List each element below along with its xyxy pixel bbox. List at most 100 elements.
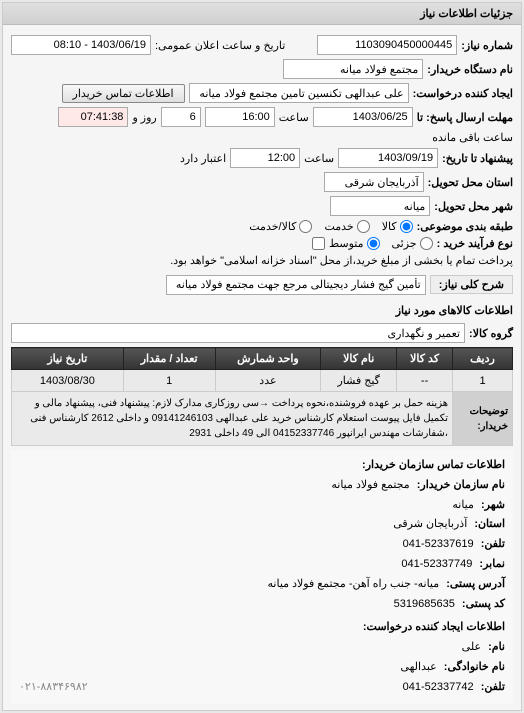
deadline-hour-label: ساعت (279, 111, 309, 124)
lname-value: عبدالهی (400, 661, 436, 673)
th-qty: تعداد / مقدار (123, 348, 215, 370)
td-code: -- (397, 370, 453, 392)
tel-value: 52337619-041 (403, 538, 474, 550)
need-details-panel: جزئیات اطلاعات نیاز شماره نیاز: تاریخ و … (2, 2, 522, 711)
requester-label: ایجاد کننده درخواست: (413, 87, 513, 100)
radio-service-label: خدمت (324, 220, 353, 233)
td-qty: 1 (123, 370, 215, 392)
radio-medium[interactable] (367, 237, 380, 250)
radio-goods-service[interactable] (299, 220, 312, 233)
zip-value: 5319685635 (394, 598, 455, 610)
radio-medium-item[interactable]: متوسط (329, 237, 380, 250)
buyer-contact-button[interactable]: اطلاعات تماس خریدار (62, 84, 185, 103)
bid-hour-label: ساعت (304, 152, 334, 165)
tel-line: تلفن: 52337619-041 (19, 535, 505, 555)
row-deadline: مهلت ارسال پاسخ: تا ساعت روز و ساعت باقی… (11, 107, 513, 144)
th-name: نام کالا (321, 348, 397, 370)
fax-line: نمابر: 52337749-041 (19, 555, 505, 575)
desc-input (166, 275, 426, 295)
requester-input (189, 83, 409, 103)
deadline-date-input (313, 107, 413, 127)
fname-label: نام: (488, 641, 505, 653)
radio-goods-item[interactable]: کالا (382, 220, 413, 233)
validity-label: اعتبار دارد (180, 152, 226, 165)
zip-label: کد پستی: (462, 598, 505, 610)
group-label: گروه کالا: (469, 327, 513, 340)
radio-goods-service-item[interactable]: کالا/خدمت (249, 220, 312, 233)
radio-small-label: جزئی (392, 237, 417, 250)
radio-service-item[interactable]: خدمت (324, 220, 369, 233)
province-input (324, 172, 424, 192)
prov-line: استان: آذربایجان شرقی (19, 515, 505, 535)
remain-days-input (161, 107, 201, 127)
lname-label: نام خانوادگی: (444, 661, 505, 673)
bid-hour-input (230, 148, 300, 168)
treasury-checkbox[interactable] (312, 237, 325, 250)
fname-value: علی (462, 641, 481, 653)
row-requester: ایجاد کننده درخواست: اطلاعات تماس خریدار (11, 83, 513, 103)
notes-label: توضیحات خریدار: (453, 392, 513, 446)
city-input (330, 196, 430, 216)
bid-to-label: پیشنهاد تا تاریخ: (442, 152, 513, 165)
th-row: ردیف (453, 348, 513, 370)
c-prov-label: استان: (474, 518, 505, 530)
desc-label: شرح کلی نیاز: (430, 275, 513, 294)
c-city-label: شهر: (481, 499, 505, 511)
fax-label: نمابر: (479, 558, 505, 570)
notes-text: هزینه حمل بر عهده فروشنده،نحوه پرداخت →س… (12, 392, 453, 446)
row-province: استان محل تحویل: (11, 172, 513, 192)
row-desc: شرح کلی نیاز: (11, 271, 513, 298)
th-date: تاریخ نیاز (12, 348, 124, 370)
fname-line: نام: علی (19, 638, 505, 658)
org-value: مجتمع فولاد میانه (331, 479, 409, 491)
c-prov-value: آذربایجان شرقی (393, 518, 467, 530)
ctel-label: تلفن: (481, 681, 505, 693)
buyer-name-input (283, 59, 423, 79)
remain-time-input (58, 107, 128, 127)
org-label: نام سازمان خریدار: (417, 479, 505, 491)
buyer-name-label: نام دستگاه خریدار: (427, 63, 513, 76)
th-code: کد کالا (397, 348, 453, 370)
pay-note-label: پرداخت تمام یا بخشی از مبلغ خرید،از محل … (170, 254, 513, 267)
c-city-value: میانه (452, 499, 474, 511)
group-input (11, 323, 465, 343)
row-buyer: نام دستگاه خریدار: (11, 59, 513, 79)
zip-line: کد پستی: 5319685635 (19, 595, 505, 615)
remain-suffix-label: ساعت باقی مانده (432, 131, 513, 144)
city-label: شهر محل تحویل: (434, 200, 513, 213)
remain-days-label: روز و (132, 111, 156, 124)
lname-line: نام خانوادگی: عبدالهی (19, 658, 505, 678)
subject-cat-radios: کالا خدمت کالا/خدمت (249, 220, 412, 233)
radio-medium-label: متوسط (329, 237, 364, 250)
radio-goods[interactable] (400, 220, 413, 233)
radio-small[interactable] (420, 237, 433, 250)
process-radios: جزئی متوسط (329, 237, 433, 250)
table-row: 1 -- گیج فشار عدد 1 1403/08/30 (12, 370, 513, 392)
row-bid-validity: پیشنهاد تا تاریخ: ساعت اعتبار دارد (11, 148, 513, 168)
td-unit: عدد (215, 370, 321, 392)
panel-body: شماره نیاز: تاریخ و ساعت اعلان عمومی: نا… (3, 25, 521, 710)
creator-title: اطلاعات ایجاد کننده درخواست: (19, 618, 505, 638)
notes-row: توضیحات خریدار: هزینه حمل بر عهده فروشند… (12, 392, 513, 446)
row-city: شهر محل تحویل: (11, 196, 513, 216)
deadline-hour-input (205, 107, 275, 127)
radio-small-item[interactable]: جزئی (392, 237, 433, 250)
td-date: 1403/08/30 (12, 370, 124, 392)
fax-value: 52337749-041 (401, 558, 472, 570)
radio-goods-service-label: کالا/خدمت (249, 220, 296, 233)
org-line: نام سازمان خریدار: مجتمع فولاد میانه (19, 476, 505, 496)
th-unit: واحد شمارش (215, 348, 321, 370)
radio-service[interactable] (357, 220, 370, 233)
bid-date-input (338, 148, 438, 168)
row-subject-cat: طبقه بندی موضوعی: کالا خدمت کالا/خدمت (11, 220, 513, 233)
ctel-line: تلفن: 52337742-041 ۰۲۱-۸۸۳۴۶۹۸۲ (19, 678, 505, 698)
goods-info-label: اطلاعات کالاهای مورد نیاز (11, 304, 513, 317)
addr-value: میانه- جنب راه آهن- مجتمع فولاد میانه (268, 578, 440, 590)
deadline-label: مهلت ارسال پاسخ: تا (417, 111, 513, 124)
contact-title: اطلاعات تماس سازمان خریدار: (19, 456, 505, 476)
td-row: 1 (453, 370, 513, 392)
addr-line: آدرس پستی: میانه- جنب راه آهن- مجتمع فول… (19, 575, 505, 595)
ctel-value: 52337742-041 (403, 681, 474, 693)
province-label: استان محل تحویل: (428, 176, 513, 189)
process-label: نوع فرآیند خرید : (437, 237, 513, 250)
